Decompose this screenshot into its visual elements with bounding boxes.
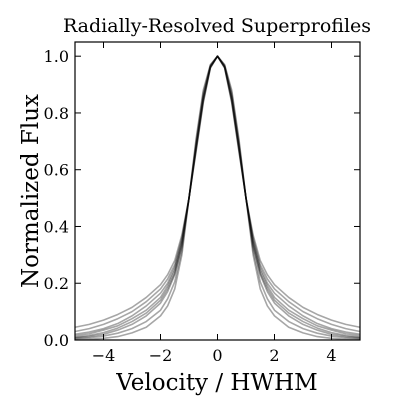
y-tick-label: 0.6 [44, 161, 69, 180]
profile-line-3 [74, 55, 361, 341]
y-tick-label: 1.0 [44, 47, 69, 66]
series-layer [74, 55, 361, 341]
y-tick-label: 0.2 [44, 274, 69, 293]
x-tick-label: 4 [326, 346, 336, 365]
y-tick-label: 0.4 [44, 217, 69, 236]
profile-line-4 [74, 55, 361, 337]
profile-line-1 [74, 55, 361, 339]
profile-line-8 [74, 55, 361, 338]
y-tick-label: 0.0 [44, 331, 69, 350]
x-axis-label: Velocity / HWHM [115, 370, 317, 396]
x-tick-label: −2 [149, 346, 173, 365]
y-axis-label: Normalized Flux [18, 94, 44, 288]
profile-line-2 [74, 55, 361, 333]
tick-layer: −4 −2 0 2 4 0.0 0.2 0.4 0.6 0.8 1.0 [44, 42, 360, 365]
x-tick-label: 2 [269, 346, 279, 365]
profile-line-5 [74, 55, 361, 329]
y-tick-label: 0.8 [44, 104, 69, 123]
x-tick-label: −4 [92, 346, 116, 365]
profile-line-7 [74, 55, 361, 336]
x-tick-label: 0 [212, 346, 222, 365]
chart-title: Radially-Resolved Superprofiles [63, 15, 371, 37]
profile-line-6 [74, 55, 361, 340]
